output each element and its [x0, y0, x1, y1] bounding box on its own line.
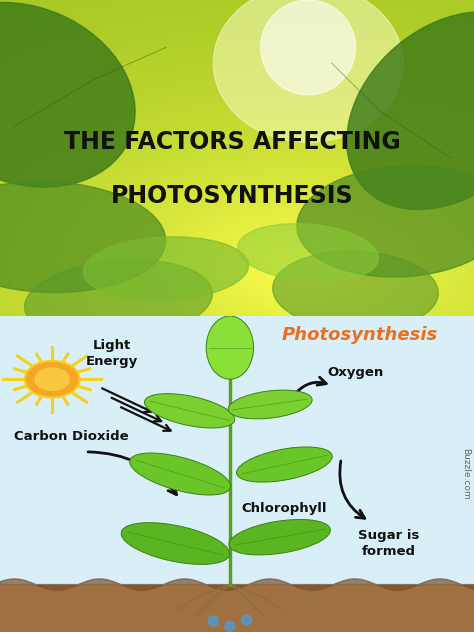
- Ellipse shape: [121, 523, 229, 564]
- Ellipse shape: [347, 12, 474, 209]
- Text: Chlorophyll: Chlorophyll: [242, 502, 327, 515]
- Text: PHOTOSYNTHESIS: PHOTOSYNTHESIS: [111, 184, 354, 208]
- Ellipse shape: [206, 316, 254, 379]
- Ellipse shape: [229, 520, 330, 555]
- FancyBboxPatch shape: [0, 585, 474, 632]
- FancyBboxPatch shape: [0, 316, 474, 632]
- Ellipse shape: [273, 251, 438, 331]
- Ellipse shape: [25, 260, 212, 341]
- Ellipse shape: [208, 616, 219, 626]
- Ellipse shape: [228, 390, 312, 419]
- Circle shape: [25, 361, 80, 398]
- Ellipse shape: [237, 224, 379, 282]
- Text: Oxygen: Oxygen: [328, 367, 383, 379]
- Ellipse shape: [0, 3, 135, 187]
- Ellipse shape: [145, 394, 235, 428]
- Ellipse shape: [0, 181, 166, 293]
- Text: Carbon Dioxide: Carbon Dioxide: [14, 430, 128, 442]
- Text: Light
Energy: Light Energy: [85, 339, 137, 368]
- Ellipse shape: [83, 237, 249, 300]
- Ellipse shape: [130, 453, 230, 495]
- Text: Buzzle.com: Buzzle.com: [461, 448, 470, 500]
- Ellipse shape: [225, 621, 235, 631]
- Ellipse shape: [241, 615, 252, 625]
- Ellipse shape: [261, 0, 356, 95]
- Ellipse shape: [297, 166, 474, 277]
- Text: THE FACTORS AFFECTING: THE FACTORS AFFECTING: [64, 130, 401, 154]
- Text: Photosynthesis: Photosynthesis: [282, 326, 438, 344]
- Ellipse shape: [237, 447, 332, 482]
- Circle shape: [34, 367, 70, 391]
- Ellipse shape: [213, 0, 403, 142]
- Text: Sugar is
formed: Sugar is formed: [358, 529, 419, 558]
